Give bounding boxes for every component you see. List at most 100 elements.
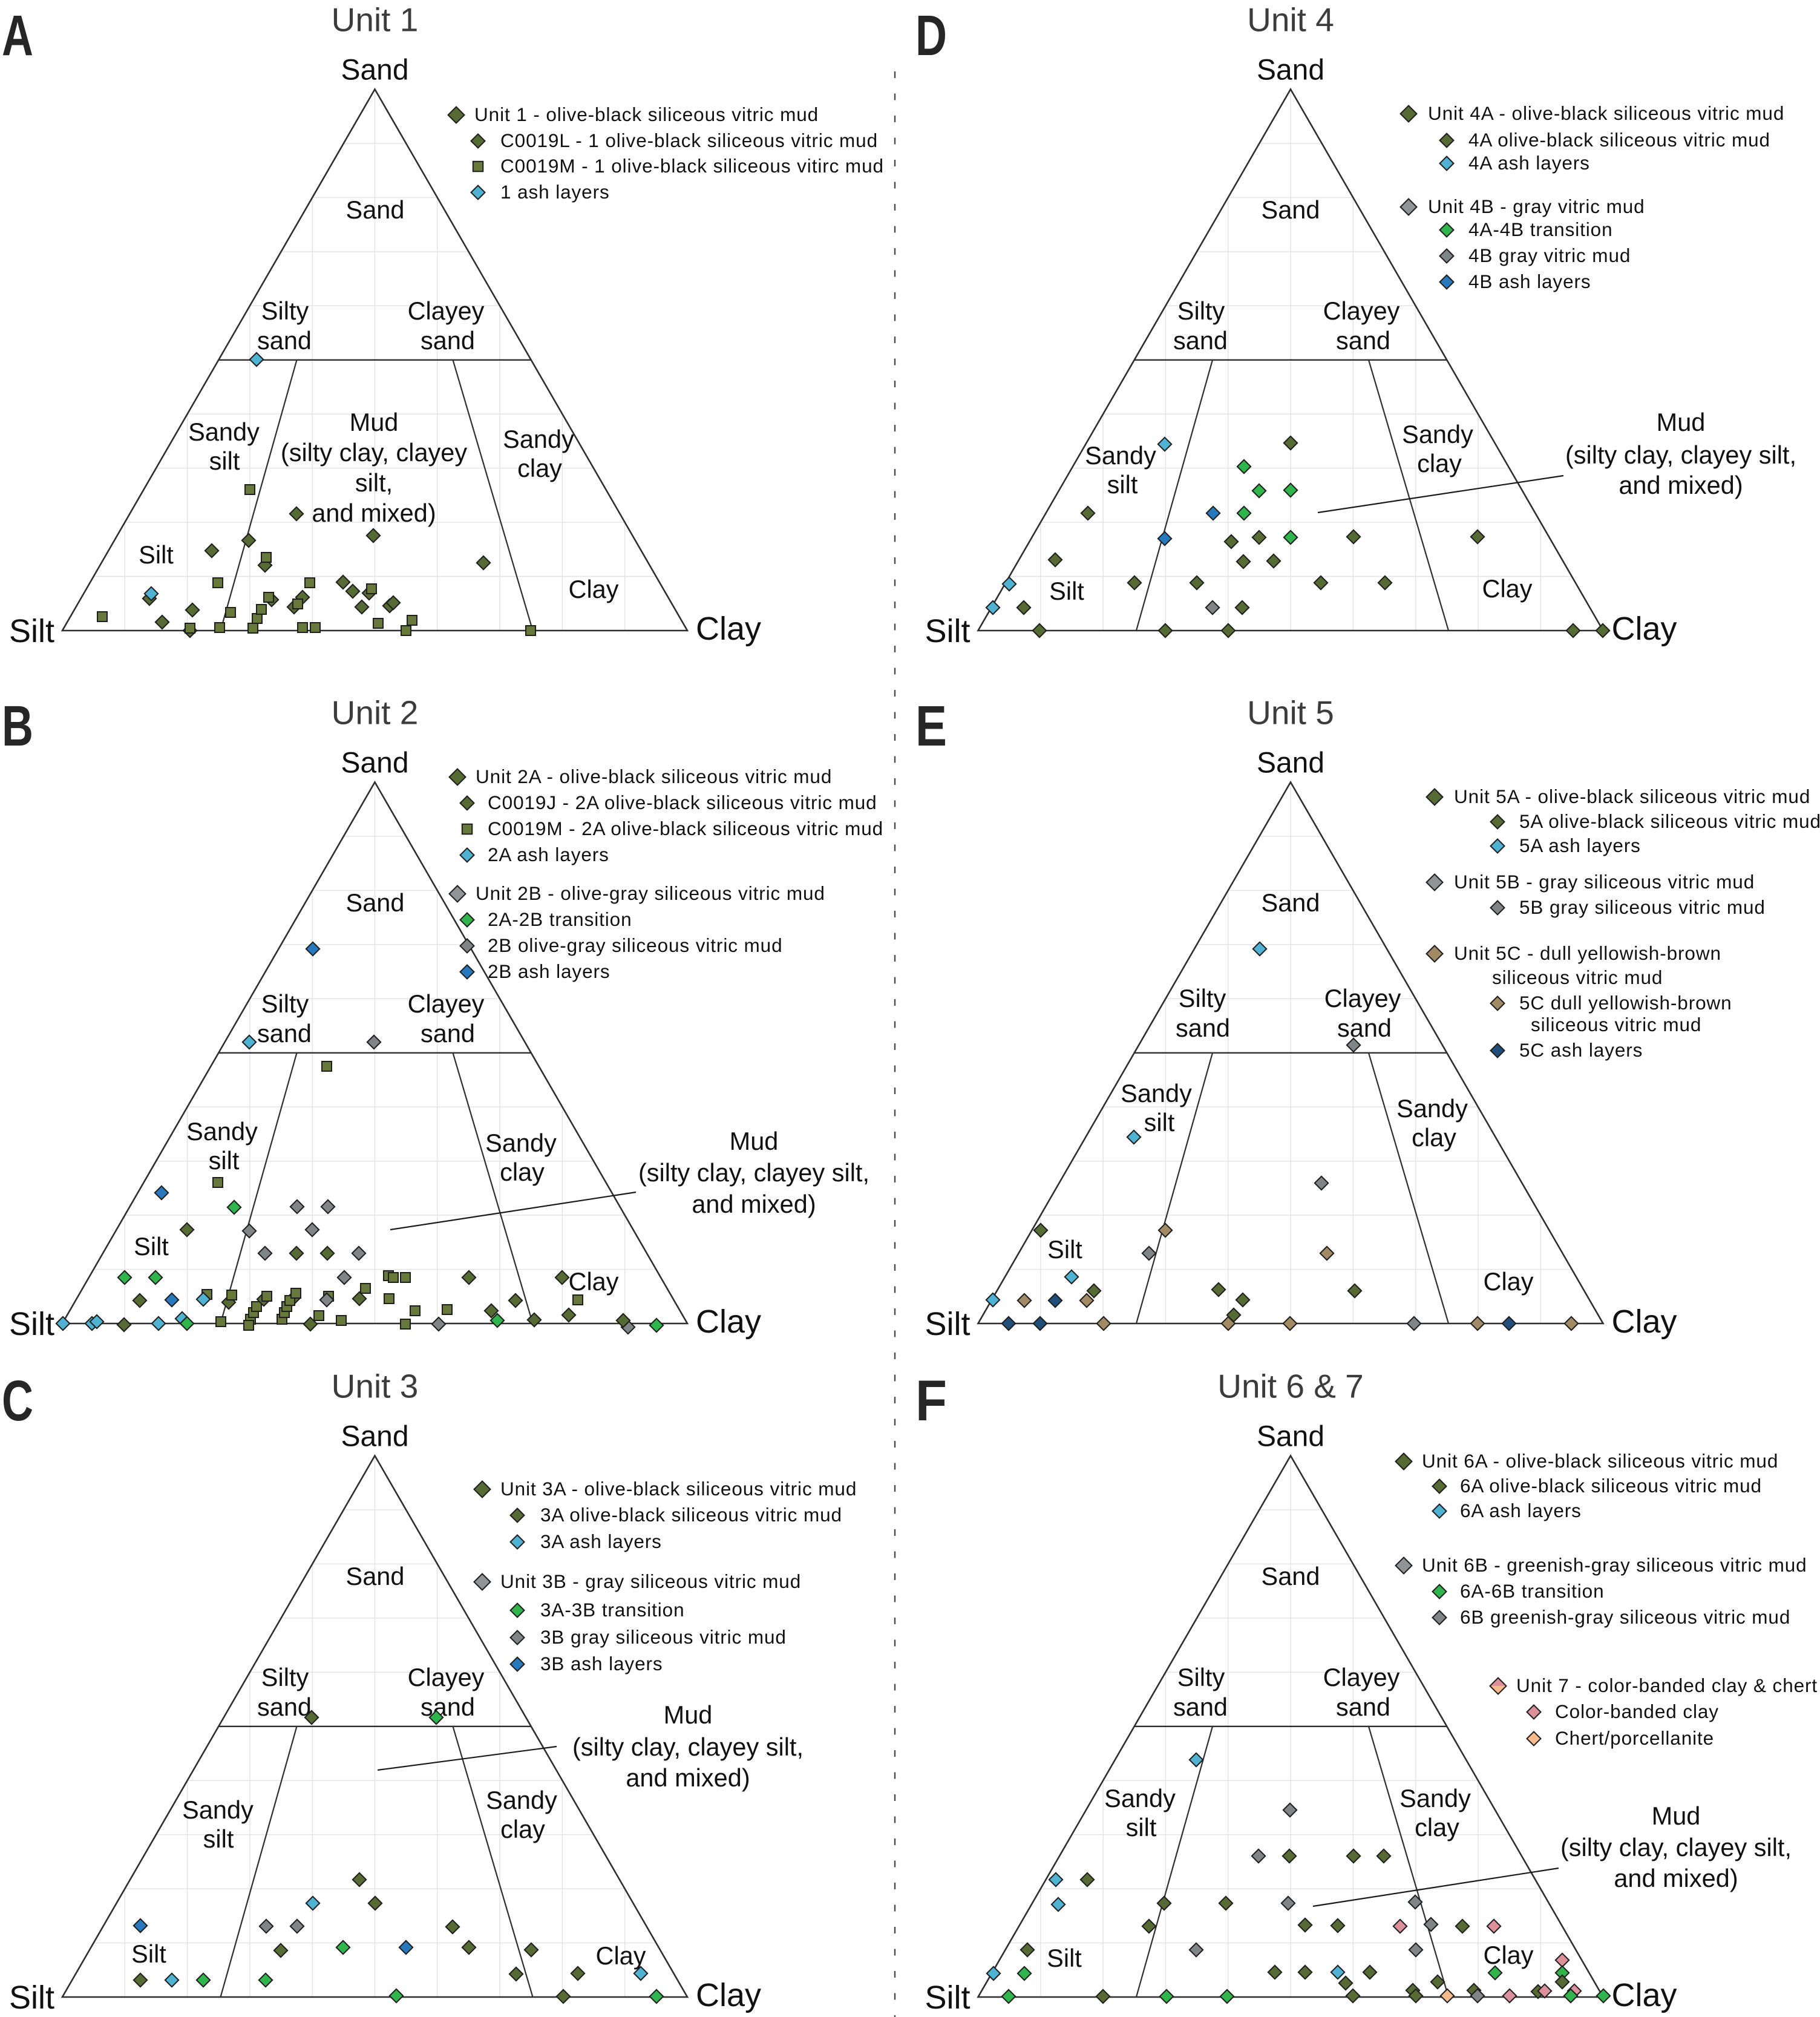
svg-text:(silty clay, clayey silt,: (silty clay, clayey silt, xyxy=(1560,1833,1792,1861)
svg-text:Clayey: Clayey xyxy=(408,989,485,1018)
svg-text:Silt: Silt xyxy=(925,1979,970,2016)
svg-text:Sand: Sand xyxy=(1257,1421,1324,1453)
svg-text:Unit 4: Unit 4 xyxy=(1247,1,1334,39)
svg-text:Sand: Sand xyxy=(1257,747,1324,779)
svg-text:Clayey: Clayey xyxy=(408,1663,485,1691)
svg-text:Sandy: Sandy xyxy=(182,1796,254,1824)
svg-text:Sandy: Sandy xyxy=(1121,1079,1192,1107)
svg-text:B: B xyxy=(2,694,33,758)
svg-text:6B greenish-gray siliceous vit: 6B greenish-gray siliceous vitric mud xyxy=(1460,1606,1790,1628)
svg-text:C0019M - 2A olive-black silice: C0019M - 2A olive-black siliceous vitric… xyxy=(488,818,883,839)
svg-text:Sand: Sand xyxy=(1262,888,1320,917)
svg-text:Silt: Silt xyxy=(925,1306,970,1342)
svg-text:Silty: Silty xyxy=(261,989,309,1018)
svg-text:silt: silt xyxy=(209,447,240,475)
svg-text:Mud: Mud xyxy=(350,408,399,436)
svg-text:sand: sand xyxy=(1176,1014,1230,1042)
svg-text:C0019M - 1 olive-black siliceo: C0019M - 1 olive-black siliceous vitirc … xyxy=(500,155,884,177)
svg-text:Unit 2: Unit 2 xyxy=(332,694,419,732)
svg-text:Color-banded clay: Color-banded clay xyxy=(1555,1701,1719,1722)
svg-text:Unit 1 - olive-black siliceous: Unit 1 - olive-black siliceous vitric mu… xyxy=(474,103,819,125)
svg-text:E: E xyxy=(915,694,947,758)
svg-text:Sandy: Sandy xyxy=(1399,1784,1471,1812)
svg-text:Unit 5B - gray siliceous vitri: Unit 5B - gray siliceous vitric mud xyxy=(1454,871,1755,893)
svg-text:2B ash layers: 2B ash layers xyxy=(488,960,610,982)
svg-text:4B gray vitric mud: 4B gray vitric mud xyxy=(1468,244,1631,266)
svg-text:2A-2B transition: 2A-2B transition xyxy=(488,908,632,930)
svg-text:6A olive-black siliceous vitri: 6A olive-black siliceous vitric mud xyxy=(1460,1475,1762,1497)
svg-text:Unit 2B - olive-gray siliceous: Unit 2B - olive-gray siliceous vitric mu… xyxy=(476,882,825,904)
svg-text:Silt: Silt xyxy=(925,613,970,649)
svg-text:Sand: Sand xyxy=(346,195,405,224)
svg-text:Silty: Silty xyxy=(1177,297,1225,325)
svg-text:Unit 3A - olive-black siliceou: Unit 3A - olive-black siliceous vitric m… xyxy=(500,1478,857,1500)
svg-text:Clay: Clay xyxy=(1612,1304,1677,1340)
svg-text:6A ash layers: 6A ash layers xyxy=(1460,1500,1582,1521)
svg-text:Chert/porcellanite: Chert/porcellanite xyxy=(1555,1727,1714,1749)
svg-text:Mud: Mud xyxy=(1657,408,1706,436)
svg-text:Sand: Sand xyxy=(1262,195,1320,224)
svg-text:and mixed): and mixed) xyxy=(626,1763,750,1792)
svg-text:2A ash layers: 2A ash layers xyxy=(488,844,609,865)
svg-text:siliceous vitric mud: siliceous vitric mud xyxy=(1531,1014,1701,1035)
svg-text:5C dull yellowish-brown: 5C dull yellowish-brown xyxy=(1519,992,1732,1014)
svg-text:Mud: Mud xyxy=(730,1127,779,1155)
svg-text:Unit 3B - gray siliceous vitri: Unit 3B - gray siliceous vitric mud xyxy=(500,1570,801,1592)
svg-text:Silt: Silt xyxy=(134,1232,169,1261)
svg-text:Sandy: Sandy xyxy=(486,1786,557,1814)
svg-text:Silty: Silty xyxy=(1177,1663,1225,1691)
svg-text:Silt: Silt xyxy=(9,1979,54,2016)
svg-text:Unit 4B - gray vitric mud: Unit 4B - gray vitric mud xyxy=(1428,195,1645,217)
svg-text:silt: silt xyxy=(1144,1108,1175,1136)
svg-text:Clay: Clay xyxy=(1483,1941,1533,1969)
svg-text:sand: sand xyxy=(1336,1693,1390,1721)
svg-text:Unit 7 - color-banded clay & c: Unit 7 - color-banded clay & chert xyxy=(1516,1674,1818,1696)
svg-text:4A-4B transition: 4A-4B transition xyxy=(1468,218,1613,240)
svg-text:3A olive-black siliceous vitri: 3A olive-black siliceous vitric mud xyxy=(540,1504,842,1526)
svg-text:sand: sand xyxy=(1173,326,1228,355)
svg-text:silt: silt xyxy=(1107,470,1138,499)
svg-text:Silt: Silt xyxy=(9,613,54,649)
svg-text:sand: sand xyxy=(421,326,475,355)
svg-text:5A ash layers: 5A ash layers xyxy=(1519,835,1641,856)
svg-text:Mud: Mud xyxy=(1652,1802,1701,1830)
svg-text:Sandy: Sandy xyxy=(503,425,574,453)
svg-text:Sand: Sand xyxy=(1257,54,1324,87)
svg-text:Clay: Clay xyxy=(696,1977,761,2013)
svg-text:5C ash layers: 5C ash layers xyxy=(1519,1039,1643,1061)
svg-text:Silty: Silty xyxy=(1179,984,1226,1012)
svg-text:Sand: Sand xyxy=(346,1562,405,1590)
svg-text:Unit 3: Unit 3 xyxy=(332,1368,419,1405)
svg-text:Sandy: Sandy xyxy=(1104,1784,1176,1812)
svg-text:Mud: Mud xyxy=(664,1701,713,1729)
svg-text:6A-6B transition: 6A-6B transition xyxy=(1460,1580,1605,1602)
svg-text:5A olive-black siliceous vitri: 5A olive-black siliceous vitric mud xyxy=(1519,810,1820,832)
svg-text:Sand: Sand xyxy=(1262,1562,1320,1590)
svg-text:Sand: Sand xyxy=(341,747,408,779)
svg-text:1 ash layers: 1 ash layers xyxy=(500,181,610,203)
svg-text:sand: sand xyxy=(1337,1014,1392,1042)
svg-text:silt,: silt, xyxy=(355,468,393,497)
svg-text:Sand: Sand xyxy=(341,54,408,87)
svg-text:Silt: Silt xyxy=(1047,1235,1082,1264)
svg-text:sand: sand xyxy=(1336,326,1390,355)
svg-text:clay: clay xyxy=(500,1815,545,1843)
svg-text:silt: silt xyxy=(1126,1813,1157,1842)
svg-text:Sandy: Sandy xyxy=(1396,1094,1468,1123)
svg-text:Unit 5: Unit 5 xyxy=(1247,694,1334,732)
svg-text:Sandy: Sandy xyxy=(1085,441,1156,470)
svg-text:clay: clay xyxy=(517,454,562,482)
svg-text:sand: sand xyxy=(257,1019,312,1048)
svg-text:C0019L - 1 olive-black siliceo: C0019L - 1 olive-black siliceous vitric … xyxy=(500,130,878,151)
svg-text:2B olive-gray siliceous vitric: 2B olive-gray siliceous vitric mud xyxy=(488,934,783,956)
svg-text:Unit 4A - olive-black siliceou: Unit 4A - olive-black siliceous vitric m… xyxy=(1428,102,1784,124)
svg-text:Silty: Silty xyxy=(261,1663,309,1691)
svg-text:3B ash layers: 3B ash layers xyxy=(540,1653,663,1674)
svg-text:clay: clay xyxy=(1415,1813,1459,1842)
svg-text:and mixed): and mixed) xyxy=(1614,1864,1738,1892)
svg-text:Sand: Sand xyxy=(341,1421,408,1453)
svg-text:sand: sand xyxy=(1173,1693,1228,1721)
svg-text:Sandy: Sandy xyxy=(186,1117,258,1146)
svg-text:clay: clay xyxy=(1412,1123,1456,1152)
svg-text:sand: sand xyxy=(421,1019,475,1048)
